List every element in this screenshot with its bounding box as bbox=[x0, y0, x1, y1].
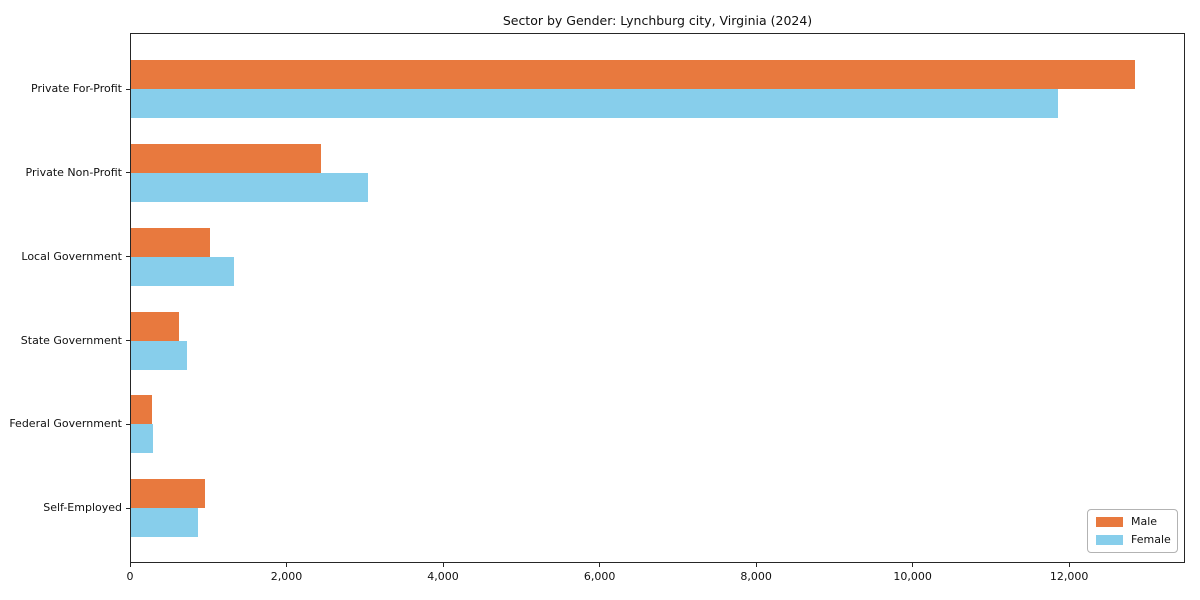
bar-female-5 bbox=[130, 424, 154, 454]
bar-female-4 bbox=[130, 340, 187, 370]
bar-male-5 bbox=[130, 395, 153, 425]
y-tick-mark bbox=[126, 88, 130, 90]
x-axis-tick-label: 12,000 bbox=[1049, 570, 1089, 583]
x-tick-mark bbox=[286, 563, 288, 567]
bar-female-1 bbox=[130, 89, 1059, 119]
y-axis-category-label: Local Government bbox=[21, 249, 122, 263]
y-axis-category-label: Private Non-Profit bbox=[25, 165, 122, 179]
x-tick-mark bbox=[912, 563, 914, 567]
x-tick-mark bbox=[129, 563, 131, 567]
legend-label-female: Female bbox=[1131, 533, 1171, 546]
bar-female-6 bbox=[130, 508, 199, 538]
bar-male-1 bbox=[130, 60, 1135, 90]
bar-male-3 bbox=[130, 227, 210, 257]
plot-area bbox=[130, 33, 1185, 563]
x-axis-tick-label: 2,000 bbox=[270, 570, 303, 583]
chart-title: Sector by Gender: Lynchburg city, Virgin… bbox=[502, 13, 813, 28]
bar-male-4 bbox=[130, 311, 180, 341]
male-color-swatch bbox=[1096, 517, 1123, 527]
bar-female-2 bbox=[130, 172, 368, 202]
x-tick-mark bbox=[755, 563, 757, 567]
x-axis-tick-label: 6,000 bbox=[583, 570, 616, 583]
y-tick-mark bbox=[126, 256, 130, 258]
female-color-swatch bbox=[1096, 535, 1123, 545]
y-axis-category-label: State Government bbox=[20, 333, 122, 347]
legend: Male Female bbox=[1087, 509, 1178, 553]
x-tick-mark bbox=[599, 563, 601, 567]
x-axis-tick-label: 0 bbox=[126, 570, 134, 583]
y-axis-category-label: Self-Employed bbox=[43, 501, 122, 515]
x-tick-mark bbox=[442, 563, 444, 567]
bar-male-2 bbox=[130, 143, 321, 173]
y-tick-mark bbox=[126, 172, 130, 174]
x-tick-mark bbox=[1068, 563, 1070, 567]
x-axis-tick-label: 4,000 bbox=[427, 570, 459, 583]
bar-male-6 bbox=[130, 479, 206, 509]
y-tick-mark bbox=[126, 423, 130, 425]
y-axis-category-label: Private For-Profit bbox=[31, 82, 122, 96]
y-tick-mark bbox=[126, 507, 130, 509]
legend-label-male: Male bbox=[1131, 515, 1158, 528]
y-tick-mark bbox=[126, 340, 130, 342]
bar-female-3 bbox=[130, 256, 234, 286]
legend-item-male: Male bbox=[1096, 516, 1169, 528]
legend-item-female: Female bbox=[1096, 533, 1171, 546]
x-axis-tick-label: 8,000 bbox=[740, 570, 772, 583]
x-axis-tick-label: 10,000 bbox=[893, 570, 932, 583]
y-axis-category-label: Federal Government bbox=[9, 417, 122, 431]
